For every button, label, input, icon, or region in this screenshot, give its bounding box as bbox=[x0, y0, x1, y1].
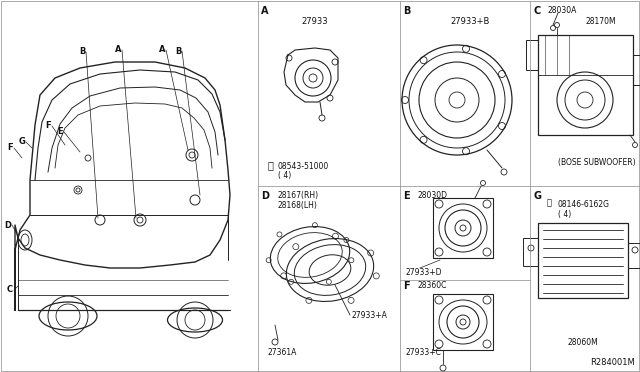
Text: E: E bbox=[403, 191, 410, 201]
Text: G: G bbox=[19, 138, 26, 147]
Text: E: E bbox=[57, 128, 63, 137]
Bar bbox=[433, 294, 493, 350]
Text: F: F bbox=[403, 281, 410, 291]
Text: 28167(RH): 28167(RH) bbox=[278, 191, 319, 200]
Text: R284001M: R284001M bbox=[590, 358, 635, 367]
Text: D: D bbox=[261, 191, 269, 201]
Bar bbox=[523, 238, 538, 266]
Text: Ⓑ: Ⓑ bbox=[547, 198, 552, 207]
Text: 28060M: 28060M bbox=[568, 338, 599, 347]
Text: B: B bbox=[175, 46, 181, 55]
Text: 27361A: 27361A bbox=[267, 348, 296, 357]
Text: 08146-6162G: 08146-6162G bbox=[558, 200, 610, 209]
Bar bbox=[526, 40, 538, 70]
Text: 08543-51000: 08543-51000 bbox=[278, 162, 329, 171]
Text: 28360C: 28360C bbox=[418, 281, 447, 290]
Text: 28030A: 28030A bbox=[548, 6, 577, 15]
Text: F: F bbox=[45, 122, 51, 131]
Text: C: C bbox=[7, 285, 13, 295]
Text: ( 4): ( 4) bbox=[278, 171, 291, 180]
Text: B: B bbox=[403, 6, 410, 16]
Text: 27933+D: 27933+D bbox=[405, 268, 442, 277]
Text: B: B bbox=[79, 48, 85, 57]
Text: 27933+C: 27933+C bbox=[405, 348, 441, 357]
Bar bbox=[628, 243, 640, 268]
Text: G: G bbox=[533, 191, 541, 201]
Text: 28168(LH): 28168(LH) bbox=[278, 201, 318, 210]
Text: C: C bbox=[533, 6, 540, 16]
Text: 27933+A: 27933+A bbox=[352, 311, 388, 320]
Text: (BOSE SUBWOOFER): (BOSE SUBWOOFER) bbox=[558, 158, 636, 167]
Text: 27933: 27933 bbox=[301, 17, 328, 26]
Text: ( 4): ( 4) bbox=[558, 210, 572, 219]
Text: F: F bbox=[7, 144, 13, 153]
Text: A: A bbox=[159, 45, 165, 55]
Text: Ⓢ: Ⓢ bbox=[268, 160, 274, 170]
Text: 28170M: 28170M bbox=[585, 17, 616, 26]
Bar bbox=[538, 223, 628, 298]
Text: 27933+B: 27933+B bbox=[450, 17, 490, 26]
Bar bbox=[538, 35, 633, 135]
Bar bbox=[633, 55, 640, 85]
Bar bbox=[433, 198, 493, 258]
Text: D: D bbox=[4, 221, 12, 230]
Text: A: A bbox=[115, 45, 121, 55]
Text: 28030D: 28030D bbox=[418, 191, 448, 200]
Text: A: A bbox=[261, 6, 269, 16]
